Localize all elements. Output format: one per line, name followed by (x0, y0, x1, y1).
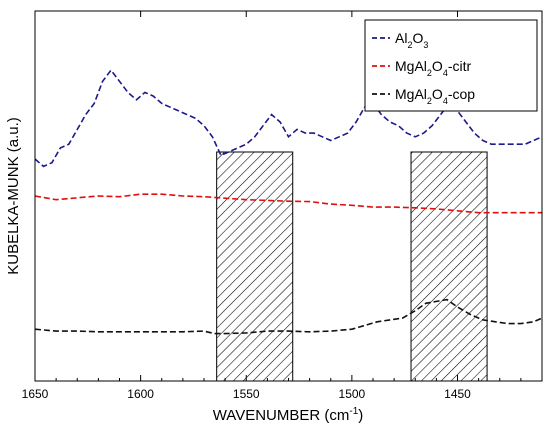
x-axis-ticks: 1650 1600 1550 1500 1450 (22, 11, 543, 401)
x-axis-title-sup: -1 (349, 406, 358, 417)
legend-label-3: MgAl2O4-cop (395, 86, 475, 106)
legend-box (364, 19, 538, 112)
legend-label-2: MgAl2O4-citr (395, 58, 471, 78)
series-line-1 (34, 68, 543, 168)
x-tick-label-1550: 1550 (233, 387, 260, 401)
series-line-2 (34, 193, 542, 214)
x-axis-title-main: WAVENUMBER (cm (213, 407, 350, 424)
x-tick-label-1500: 1500 (339, 387, 366, 401)
hatched-band-1 (216, 151, 294, 382)
x-axis-title: WAVENUMBER (cm-1) (213, 406, 364, 424)
x-axis-title-end: ) (358, 407, 363, 424)
x-tick-label-1450: 1450 (444, 387, 471, 401)
series-line-3 (34, 298, 543, 335)
legend-label-1: Al2O3 (395, 30, 428, 50)
x-tick-label-1600: 1600 (127, 387, 154, 401)
y-axis-title: KUBELKA-MUNK (a.u.) (5, 117, 22, 275)
x-tick-label-1650: 1650 (22, 387, 49, 401)
hatched-band-2 (410, 151, 488, 382)
legend: Al2O3 MgAl2O4-citr MgAl2O4-cop (364, 19, 538, 112)
hatched-bands (216, 151, 488, 382)
series-lines (34, 68, 543, 335)
